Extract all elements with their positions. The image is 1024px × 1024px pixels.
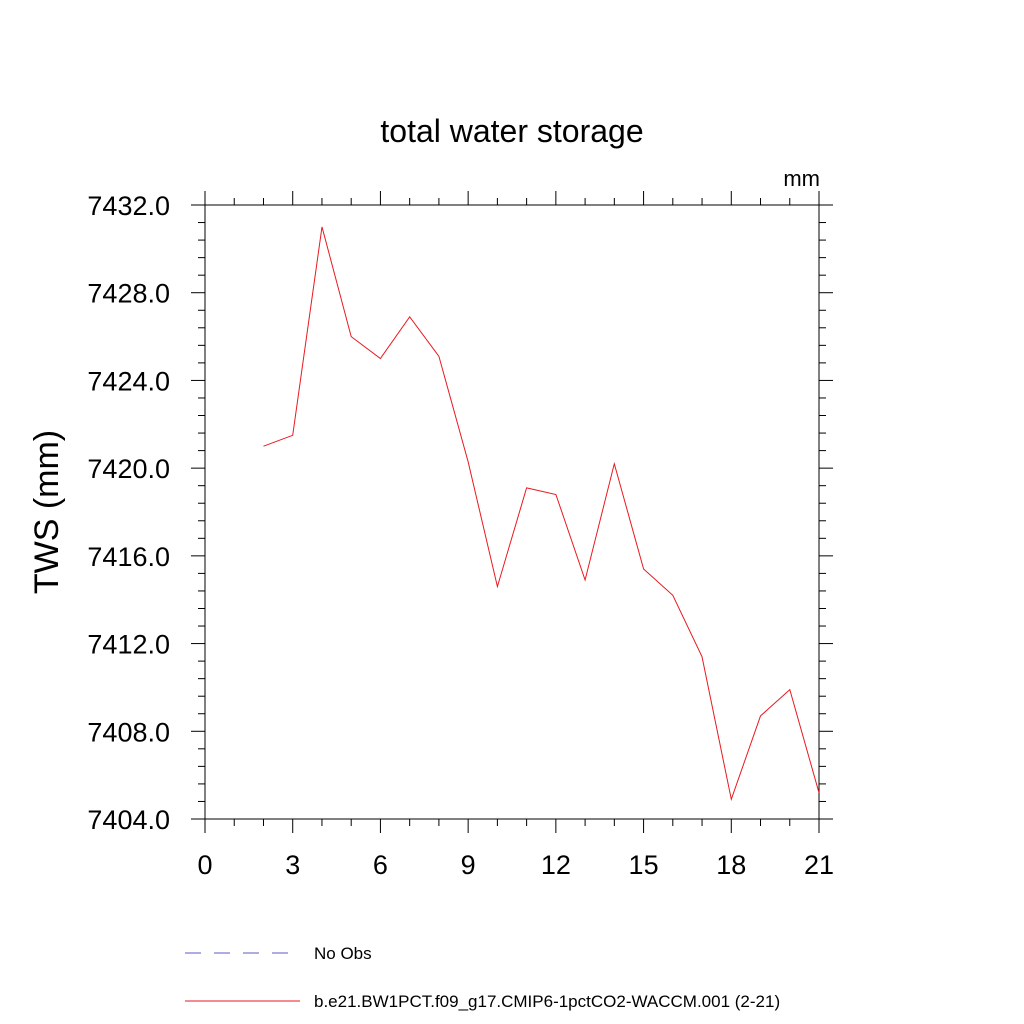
- series-line-0: [263, 226, 820, 802]
- y-tick-label: 7416.0: [87, 542, 170, 572]
- x-tick-label: 3: [285, 850, 300, 880]
- minor-ticks: [198, 198, 826, 826]
- x-tick-label: 15: [629, 850, 659, 880]
- series-layer: [263, 226, 820, 802]
- y-tick-label: 7432.0: [87, 191, 170, 221]
- legend-label-no-obs: No Obs: [314, 944, 372, 963]
- y-tick-label: 7408.0: [87, 717, 170, 747]
- major-ticks: [191, 191, 833, 833]
- y-tick-label: 7420.0: [87, 454, 170, 484]
- chart-title: total water storage: [380, 113, 643, 149]
- x-tick-labels: 0 3 6 9 12 15 18 21: [197, 850, 834, 880]
- x-tick-label: 12: [541, 850, 571, 880]
- units-label: mm: [783, 166, 820, 191]
- legend-label-model: b.e21.BW1PCT.f09_g17.CMIP6-1pctCO2-WACCM…: [314, 992, 780, 1011]
- y-tick-labels: 7404.0 7408.0 7412.0 7416.0 7420.0 7424.0 7428…: [87, 191, 170, 835]
- x-tick-label: 18: [716, 850, 746, 880]
- y-tick-label: 7412.0: [87, 630, 170, 660]
- plot-frame: [204, 204, 820, 820]
- y-tick-label: 7428.0: [87, 279, 170, 309]
- y-axis-label: TWS (mm): [28, 430, 66, 594]
- x-tick-label: 0: [197, 850, 212, 880]
- y-tick-label: 7404.0: [87, 805, 170, 835]
- x-tick-label: 21: [804, 850, 834, 880]
- y-tick-label: 7424.0: [87, 366, 170, 396]
- x-tick-label: 9: [461, 850, 476, 880]
- x-tick-label: 6: [373, 850, 388, 880]
- legend: No Obs b.e21.BW1PCT.f09_g17.CMIP6-1pctCO…: [185, 944, 780, 1011]
